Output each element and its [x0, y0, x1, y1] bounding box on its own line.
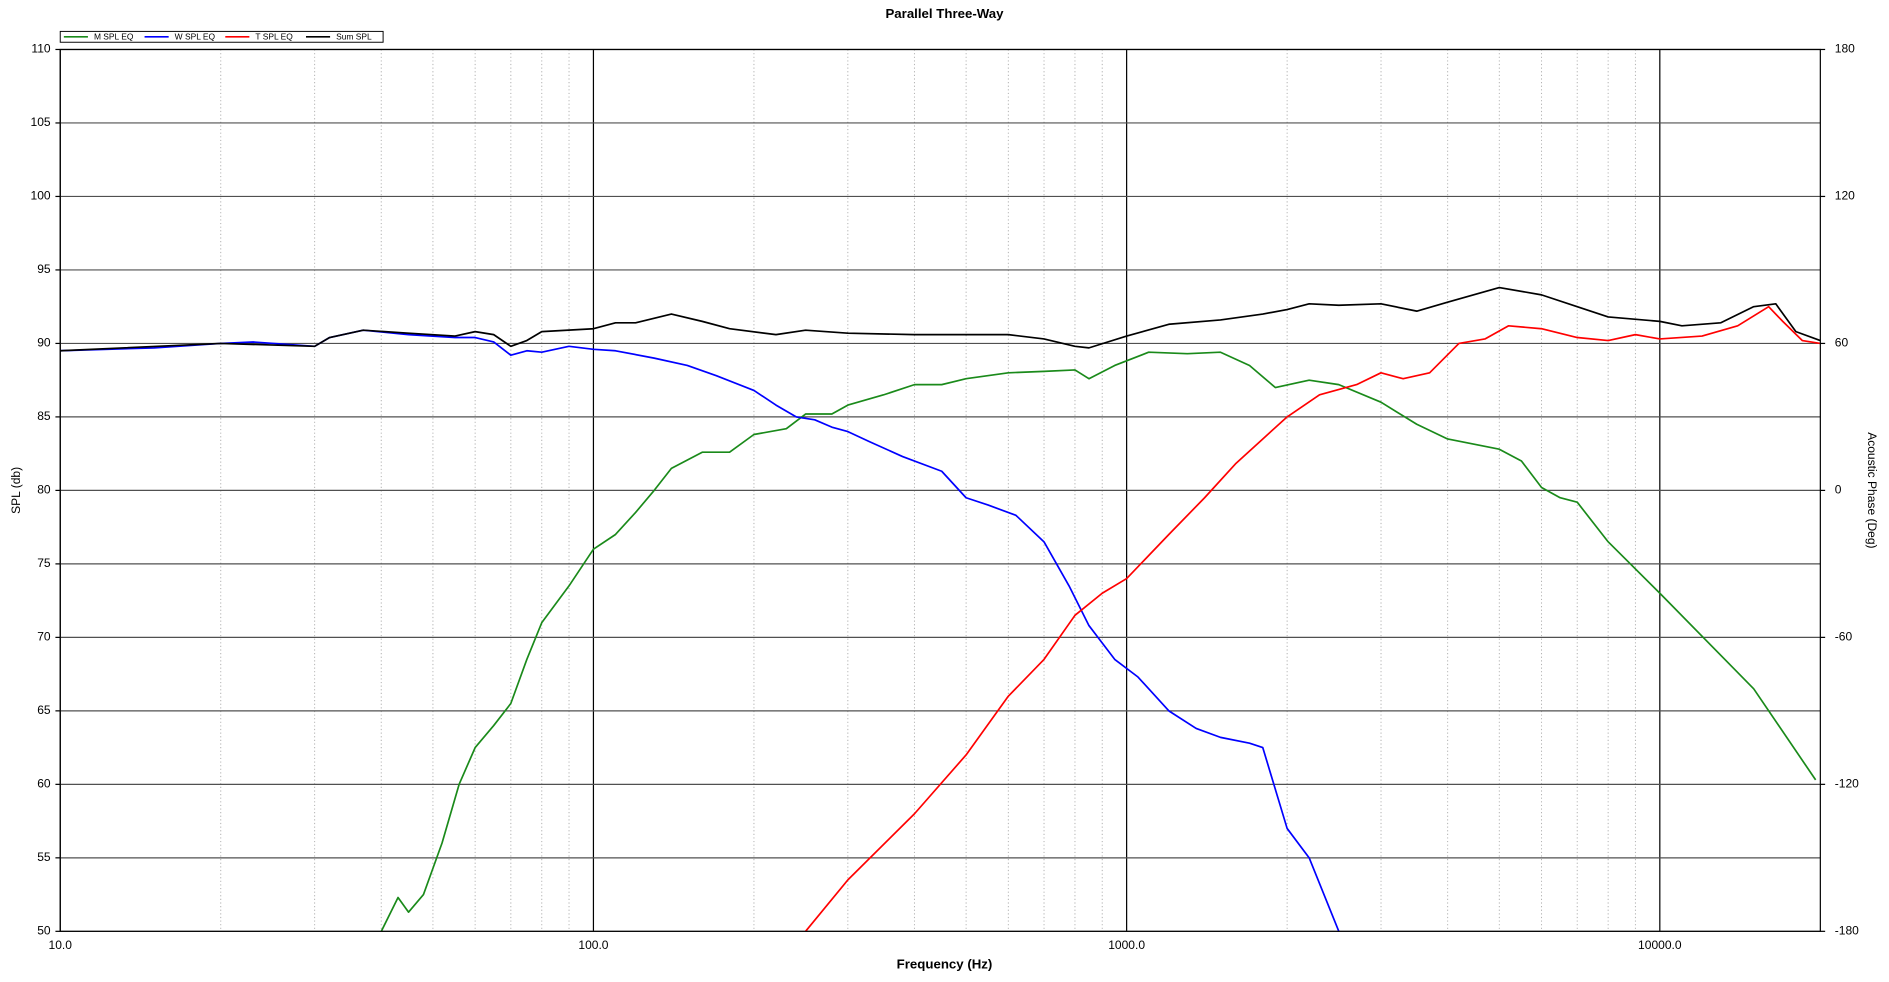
legend-label: M SPL EQ	[94, 32, 134, 42]
y2-tick-label: 180	[1835, 42, 1855, 56]
x-tick-label: 1000.0	[1108, 938, 1145, 952]
series-line	[60, 329, 1340, 932]
y2-tick-label: 0	[1835, 483, 1842, 497]
y-tick-label: 85	[37, 409, 51, 423]
series-line	[380, 351, 1817, 932]
y-axis-label: SPL (db)	[9, 467, 23, 514]
y-tick-label: 90	[37, 336, 51, 350]
x-tick-label: 100.0	[578, 938, 608, 952]
y-tick-label: 65	[37, 703, 51, 717]
y-tick-label: 60	[37, 777, 51, 791]
y-tick-label: 75	[37, 556, 51, 570]
y2-tick-label: -180	[1835, 924, 1859, 938]
series-line	[804, 305, 1821, 932]
y-tick-label: 80	[37, 483, 51, 497]
legend-box	[59, 30, 384, 43]
y2-tick-label: 60	[1835, 336, 1849, 350]
y-tick-label: 105	[31, 115, 51, 129]
legend-label: W SPL EQ	[175, 32, 216, 42]
y-tick-label: 70	[37, 630, 51, 644]
x-tick-label: 10000.0	[1638, 938, 1682, 952]
y-tick-label: 50	[37, 924, 51, 938]
legend: M SPL EQ W SPL EQ T SPL EQ Sum SPL	[59, 30, 384, 43]
y-tick-label: 55	[37, 850, 51, 864]
y-tick-label: 95	[37, 262, 51, 276]
x-axis-label: Frequency (Hz)	[897, 957, 993, 972]
grid	[55, 48, 1826, 932]
plot-frame	[59, 48, 1821, 932]
series-line	[60, 286, 1821, 352]
y2-tick-label: 120	[1835, 189, 1855, 203]
y2-axis-label: Acoustic Phase (Deg)	[1865, 432, 1879, 548]
x-tick-label: 10.0	[49, 938, 73, 952]
y2-tick-label: -60	[1835, 630, 1853, 644]
legend-label: Sum SPL	[336, 32, 372, 42]
chart-title: Parallel Three-Way	[885, 6, 1004, 21]
legend-label: T SPL EQ	[255, 32, 293, 42]
plot-lines	[60, 286, 1821, 932]
y2-tick-label: -120	[1835, 777, 1859, 791]
y-tick-label: 110	[31, 42, 50, 56]
y-tick-label: 100	[31, 189, 51, 203]
